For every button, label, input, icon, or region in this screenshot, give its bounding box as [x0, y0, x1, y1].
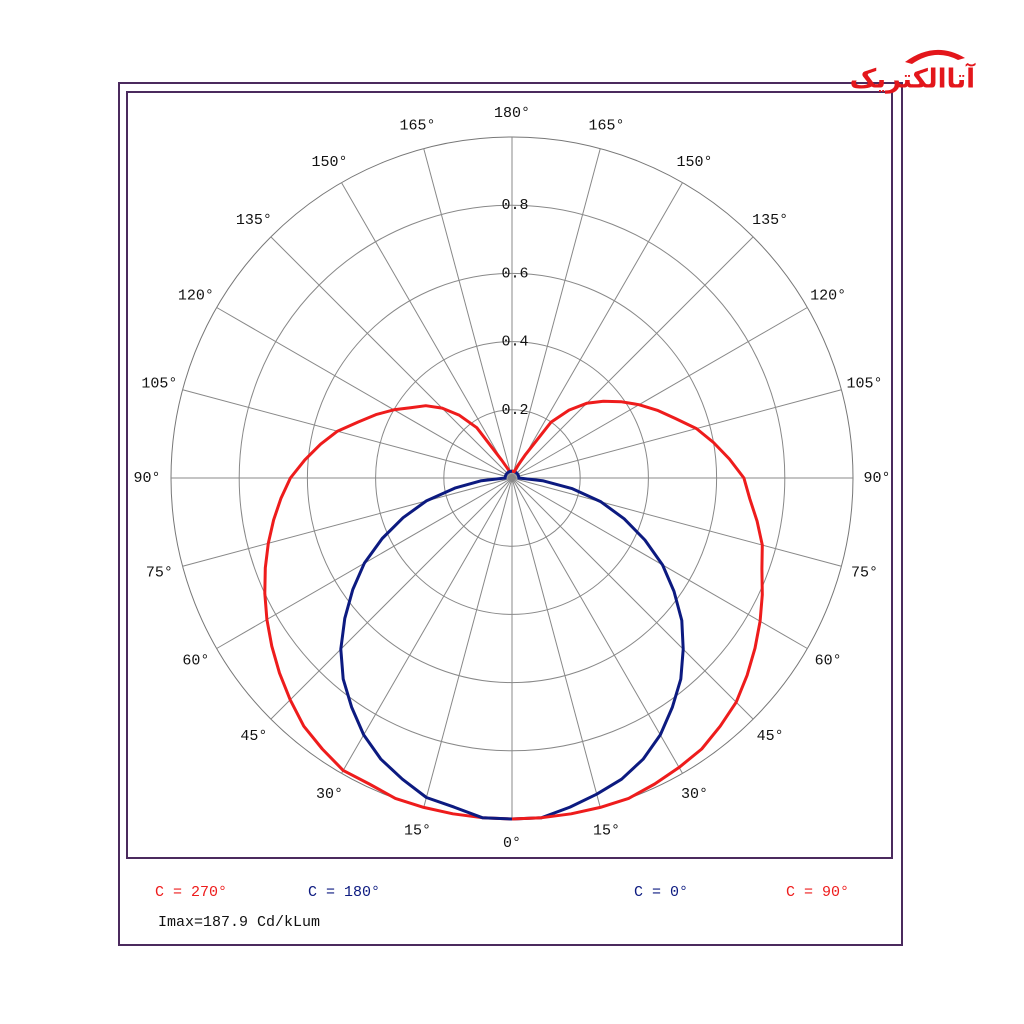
spoke — [511, 236, 754, 479]
radial-label: 0.6 — [501, 265, 528, 282]
spoke — [423, 148, 513, 479]
curve — [511, 399, 764, 821]
angle-label: 180° — [494, 105, 530, 122]
radial-label: 0.4 — [501, 334, 528, 351]
angle-label: 105° — [847, 375, 883, 392]
logo-swoosh — [905, 49, 965, 64]
angle-label: 30° — [681, 786, 708, 803]
spoke — [341, 477, 513, 774]
legend-item: C = 270° — [155, 884, 227, 901]
angle-label: 15° — [593, 823, 620, 840]
spoke — [511, 307, 808, 479]
angle-label: 120° — [810, 287, 846, 304]
spoke — [511, 477, 754, 720]
spoke — [511, 477, 842, 567]
angle-label: 150° — [311, 154, 347, 171]
logo: آتاالکتریک — [850, 63, 976, 95]
angle-label: 105° — [141, 375, 177, 392]
angle-label: 60° — [182, 652, 209, 669]
angle-label: 120° — [178, 287, 214, 304]
spoke — [270, 477, 513, 720]
radial-label: 0.8 — [501, 197, 528, 214]
spoke — [511, 477, 601, 808]
angle-label: 150° — [676, 154, 712, 171]
outer-frame — [118, 82, 903, 946]
spoke — [182, 477, 513, 567]
angle-label: 165° — [400, 117, 436, 134]
legend-item: C = 180° — [308, 884, 380, 901]
plot-frame — [126, 91, 893, 859]
curve — [263, 404, 513, 821]
legend-item: C = 90° — [786, 884, 849, 901]
spoke — [341, 182, 513, 479]
curve — [339, 469, 513, 821]
angle-label: 60° — [815, 652, 842, 669]
annotation: Imax=187.9 Cd/kLum — [158, 914, 320, 931]
angle-label: 75° — [851, 564, 878, 581]
spoke — [511, 148, 601, 479]
angle-label: 0° — [503, 835, 521, 852]
spoke — [511, 182, 683, 479]
angle-label: 15° — [404, 823, 431, 840]
angle-label: 45° — [757, 728, 784, 745]
spoke — [216, 307, 513, 479]
spoke — [182, 389, 513, 479]
angle-label: 75° — [146, 564, 173, 581]
angle-label: 135° — [236, 212, 272, 229]
angle-label: 165° — [588, 117, 624, 134]
radial-label: 0.2 — [501, 402, 528, 419]
spoke — [270, 236, 513, 479]
spoke — [423, 477, 513, 808]
angle-label: 135° — [752, 212, 788, 229]
spoke — [511, 477, 683, 774]
angle-label: 90° — [133, 470, 160, 487]
angle-label: 45° — [240, 728, 267, 745]
angle-label: 30° — [316, 786, 343, 803]
spoke — [511, 389, 842, 479]
legend-item: C = 0° — [634, 884, 688, 901]
angle-label: 90° — [863, 470, 890, 487]
